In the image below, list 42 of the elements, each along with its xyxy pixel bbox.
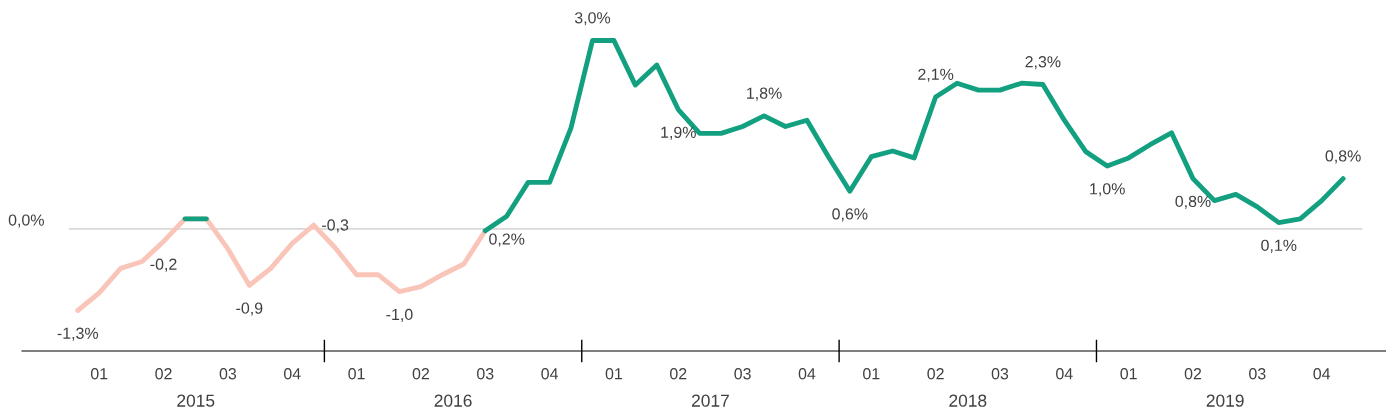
x-tick-label: 01: [1120, 368, 1137, 380]
x-tick-label: 04: [798, 368, 816, 380]
x-tick-label: 03: [1249, 368, 1266, 380]
data-label: 0,8%: [1175, 195, 1211, 209]
data-label: -1,3%: [57, 327, 99, 341]
x-tick-label: 01: [348, 368, 365, 380]
data-label: -1,0: [386, 308, 413, 322]
x-tick-label: 01: [863, 368, 880, 380]
x-tick-label: 01: [605, 368, 623, 380]
data-label: 0,2%: [489, 233, 525, 247]
x-tick-label: 03: [219, 368, 237, 380]
data-label: 1,8%: [747, 87, 782, 101]
x-tick-label: 02: [412, 368, 429, 380]
x-tick-label: 03: [734, 368, 751, 380]
x-tick-label: 04: [1056, 368, 1073, 380]
data-label: 2,1%: [918, 68, 954, 82]
text: 2017: [692, 394, 729, 407]
data-label: 1,9%: [661, 126, 696, 140]
text: 2015: [177, 394, 215, 407]
x-tick-label: 03: [476, 368, 494, 380]
text: 2018: [949, 394, 987, 407]
x-tick-label: 02: [155, 368, 172, 380]
data-label: 3,0%: [574, 12, 611, 26]
x-tick-label: 02: [927, 368, 944, 380]
x-tick-label: 01: [90, 368, 108, 380]
x-tick-label: 04: [283, 368, 301, 380]
data-label: 0,1%: [1261, 239, 1297, 253]
x-tick-label: 04: [1313, 368, 1331, 380]
data-label: 0,6%: [832, 208, 868, 222]
data-label: -0,2: [150, 258, 177, 272]
text: 2019: [1206, 394, 1244, 407]
x-tick-label: 02: [670, 368, 687, 380]
data-label: 2,3%: [1025, 56, 1061, 70]
text: 2016: [434, 394, 472, 407]
data-label: 0,8%: [1325, 150, 1361, 164]
ref-line-label: 0,0%: [8, 214, 44, 228]
x-tick-label: 04: [541, 368, 558, 380]
x-tick-label: 03: [991, 368, 1009, 380]
data-label: -0,3: [322, 219, 349, 233]
x-tick-label: 02: [1184, 368, 1202, 380]
data-label: -0,9: [236, 302, 263, 316]
data-label: 1,0%: [1090, 183, 1125, 197]
